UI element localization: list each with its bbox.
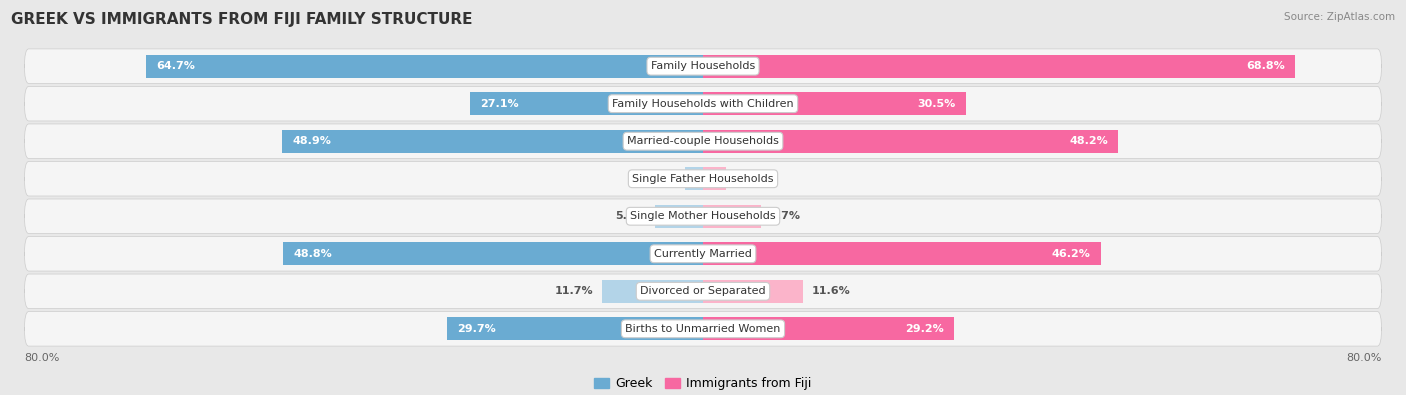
Text: Married-couple Households: Married-couple Households [627,136,779,146]
Bar [703,317,955,340]
Bar [703,167,727,190]
Legend: Greek, Immigrants from Fiji: Greek, Immigrants from Fiji [589,372,817,395]
FancyBboxPatch shape [24,312,1382,346]
Text: GREEK VS IMMIGRANTS FROM FIJI FAMILY STRUCTURE: GREEK VS IMMIGRANTS FROM FIJI FAMILY STR… [11,12,472,27]
Text: Source: ZipAtlas.com: Source: ZipAtlas.com [1284,12,1395,22]
Text: Currently Married: Currently Married [654,249,752,259]
Text: 2.7%: 2.7% [735,174,766,184]
Text: 11.7%: 11.7% [555,286,593,296]
FancyBboxPatch shape [24,274,1382,308]
Text: 46.2%: 46.2% [1052,249,1091,259]
Text: 27.1%: 27.1% [479,99,519,109]
Bar [703,205,761,228]
Text: 48.8%: 48.8% [292,249,332,259]
Text: Family Households with Children: Family Households with Children [612,99,794,109]
Bar [703,242,1101,265]
Text: 80.0%: 80.0% [24,353,60,363]
Bar [281,130,703,153]
Text: Single Father Households: Single Father Households [633,174,773,184]
Bar [470,92,703,115]
FancyBboxPatch shape [24,162,1382,196]
Text: 68.8%: 68.8% [1246,61,1285,71]
Text: 11.6%: 11.6% [811,286,851,296]
FancyBboxPatch shape [24,199,1382,233]
Text: 29.2%: 29.2% [905,324,945,334]
Text: 2.1%: 2.1% [645,174,676,184]
FancyBboxPatch shape [24,124,1382,158]
FancyBboxPatch shape [24,87,1382,121]
Bar [602,280,703,303]
Text: Divorced or Separated: Divorced or Separated [640,286,766,296]
Bar [703,280,803,303]
Bar [685,167,703,190]
Text: 30.5%: 30.5% [917,99,955,109]
Bar [703,92,966,115]
Text: 48.2%: 48.2% [1069,136,1108,146]
Text: Births to Unmarried Women: Births to Unmarried Women [626,324,780,334]
Bar [447,317,703,340]
FancyBboxPatch shape [24,49,1382,83]
Text: 48.9%: 48.9% [292,136,330,146]
Text: 64.7%: 64.7% [156,61,195,71]
Text: 80.0%: 80.0% [1346,353,1382,363]
Bar [655,205,703,228]
Bar [703,130,1118,153]
Text: 29.7%: 29.7% [457,324,496,334]
Text: Family Households: Family Households [651,61,755,71]
Bar [703,55,1295,78]
Bar [283,242,703,265]
Bar [146,55,703,78]
Text: Single Mother Households: Single Mother Households [630,211,776,221]
FancyBboxPatch shape [24,237,1382,271]
Text: 5.6%: 5.6% [616,211,647,221]
Text: 6.7%: 6.7% [769,211,800,221]
